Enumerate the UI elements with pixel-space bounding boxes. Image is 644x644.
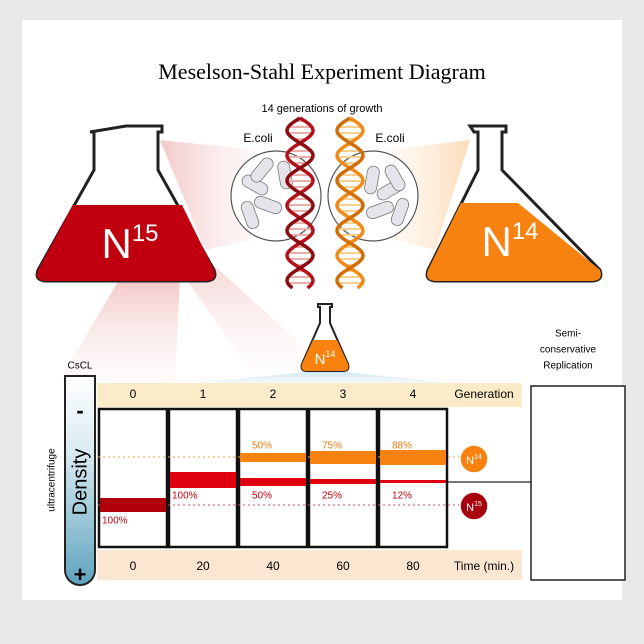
- tube-side-label: ultracentrifuge: [47, 448, 58, 512]
- generation-label: 4: [410, 387, 417, 401]
- flask-left-label: N15: [101, 220, 158, 267]
- gel-band: [240, 453, 306, 462]
- time-header: Time (min.): [454, 559, 514, 573]
- isotope: 15: [132, 220, 159, 247]
- center-pink-wedge: [185, 262, 330, 370]
- band-label: 75%: [322, 441, 342, 452]
- flask-center-label: N14: [315, 349, 336, 368]
- generation-label: 1: [200, 387, 207, 401]
- title: Meselson-Stahl Experiment Diagram: [158, 59, 485, 84]
- element: N: [315, 351, 326, 368]
- generation-row: [97, 383, 522, 407]
- generation-label: 0: [130, 387, 137, 401]
- element: N: [101, 220, 131, 267]
- band-label: 50%: [252, 441, 272, 452]
- time-label: 40: [266, 559, 280, 573]
- bacterium: [366, 200, 394, 220]
- isotope: 14: [512, 218, 539, 245]
- helix-strand: [285, 116, 315, 290]
- bacterium: [364, 165, 380, 195]
- bacterium: [384, 164, 406, 192]
- gel-band: [310, 451, 376, 464]
- band-label: 100%: [172, 491, 198, 502]
- growth-label: 14 generations of growth: [261, 103, 382, 115]
- legend-n15-label: N15: [466, 501, 482, 514]
- columns: 0 0 1 20 2 40 3 60 4 80 100% 100% 50% 50% 75% 25% 88% 12%: [97, 387, 460, 573]
- gel-band: [170, 472, 236, 488]
- generation-label: 3: [340, 387, 347, 401]
- ecoli-label: E.coli: [375, 131, 404, 145]
- generation-label: 2: [270, 387, 277, 401]
- gel-band: [100, 498, 166, 512]
- tube-bottom: +: [74, 562, 87, 587]
- time-label: 60: [336, 559, 350, 573]
- flask-center-liquid: [301, 340, 349, 371]
- left-down-wedge: [60, 275, 180, 380]
- generation-header: Generation: [454, 387, 513, 401]
- gel-column: [97, 407, 169, 549]
- gel-band: [240, 478, 306, 486]
- gel-band: [310, 479, 376, 484]
- time-row: [97, 550, 522, 580]
- time-label: 80: [406, 559, 420, 573]
- tube-top: -: [76, 398, 83, 423]
- ecoli-label: E.coli: [243, 131, 272, 145]
- band-label: 12%: [392, 491, 412, 502]
- legend-n14: [459, 444, 489, 474]
- tube-label: CsCL: [67, 361, 92, 372]
- gel-band: [380, 480, 446, 483]
- band-label: 25%: [322, 491, 342, 502]
- helix-strand: [335, 116, 365, 290]
- replication-line: Replication: [543, 361, 592, 372]
- test-tube: [64, 375, 96, 586]
- gel-column: [377, 407, 449, 549]
- flask-right-label: N14: [481, 218, 538, 265]
- element: N: [481, 218, 511, 265]
- bacteria: [240, 157, 410, 229]
- density-label: Density: [69, 449, 91, 516]
- bacterium: [240, 201, 260, 229]
- band-label: 88%: [392, 441, 412, 452]
- band-label: 100%: [102, 516, 128, 527]
- isotope: 14: [325, 349, 335, 359]
- replication-box: [530, 385, 626, 581]
- band-label: 50%: [252, 491, 272, 502]
- bacterium: [250, 157, 274, 183]
- isotope: 14: [474, 454, 482, 461]
- blue-wedge: [175, 372, 470, 385]
- helix-strand: [335, 116, 365, 290]
- left-wedge: [160, 140, 260, 250]
- bacterium: [254, 195, 282, 215]
- replication-line: Semi-: [555, 329, 581, 340]
- time-label: 20: [196, 559, 210, 573]
- flask-left-liquid: [37, 205, 215, 281]
- legend-n14-label: N14: [466, 454, 482, 467]
- bacterium: [390, 198, 410, 226]
- legend-n15: [459, 491, 489, 521]
- element: N: [466, 455, 474, 467]
- helix-strand: [285, 116, 315, 290]
- replication-line: conservative: [540, 345, 597, 356]
- gel-column: [307, 407, 379, 549]
- element: N: [466, 502, 474, 514]
- isotope: 15: [474, 501, 482, 508]
- flask-right-liquid: [427, 203, 601, 281]
- gel-band: [380, 450, 446, 465]
- time-label: 0: [130, 559, 137, 573]
